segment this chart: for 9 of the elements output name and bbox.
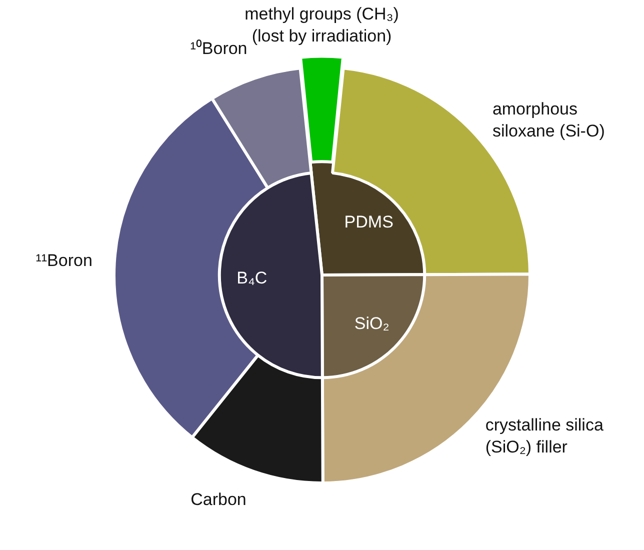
slice-label: B₄C [236,268,268,288]
slice-label: ¹¹Boron [36,251,92,270]
slice-label: SiO₂ [354,314,390,334]
slice-label: Carbon [190,490,246,509]
slice-label: crystalline silica (SiO₂) filler [485,416,604,457]
slice-label: PDMS [344,212,394,232]
slice-label: amorphous siloxane (Si-O) [492,99,605,140]
slice-label: ¹⁰Boron [190,39,248,58]
slice-label: methyl groups (CH₃) (lost by irradiation) [244,4,399,46]
